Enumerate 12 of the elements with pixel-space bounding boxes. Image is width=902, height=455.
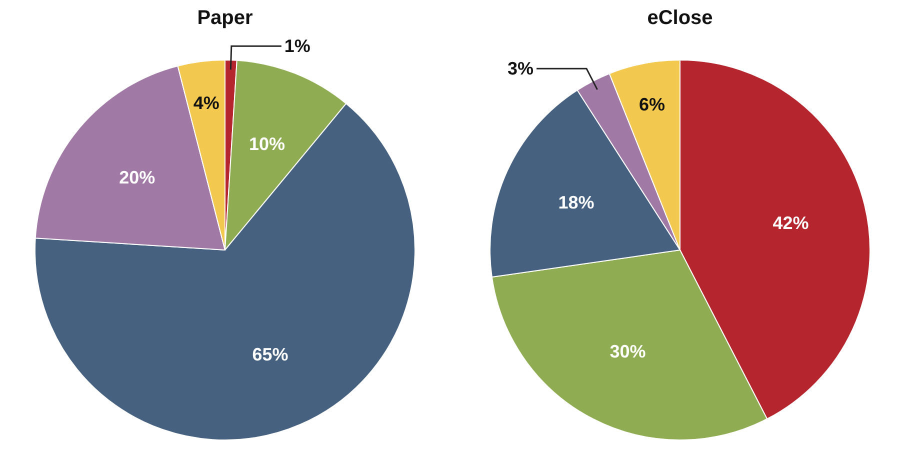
data-label: 6% (638, 94, 665, 114)
data-label: 42% (772, 213, 809, 234)
data-label: 20% (119, 167, 156, 188)
data-label: 30% (610, 341, 646, 362)
data-label: 65% (252, 344, 288, 365)
data-label: 1% (284, 36, 310, 56)
chart-title: eClose (647, 7, 713, 29)
data-label: 18% (558, 192, 594, 213)
data-label: 4% (193, 92, 220, 113)
data-label: 3% (508, 58, 534, 79)
chart-title: Paper (197, 7, 254, 29)
data-label: 10% (248, 134, 285, 154)
